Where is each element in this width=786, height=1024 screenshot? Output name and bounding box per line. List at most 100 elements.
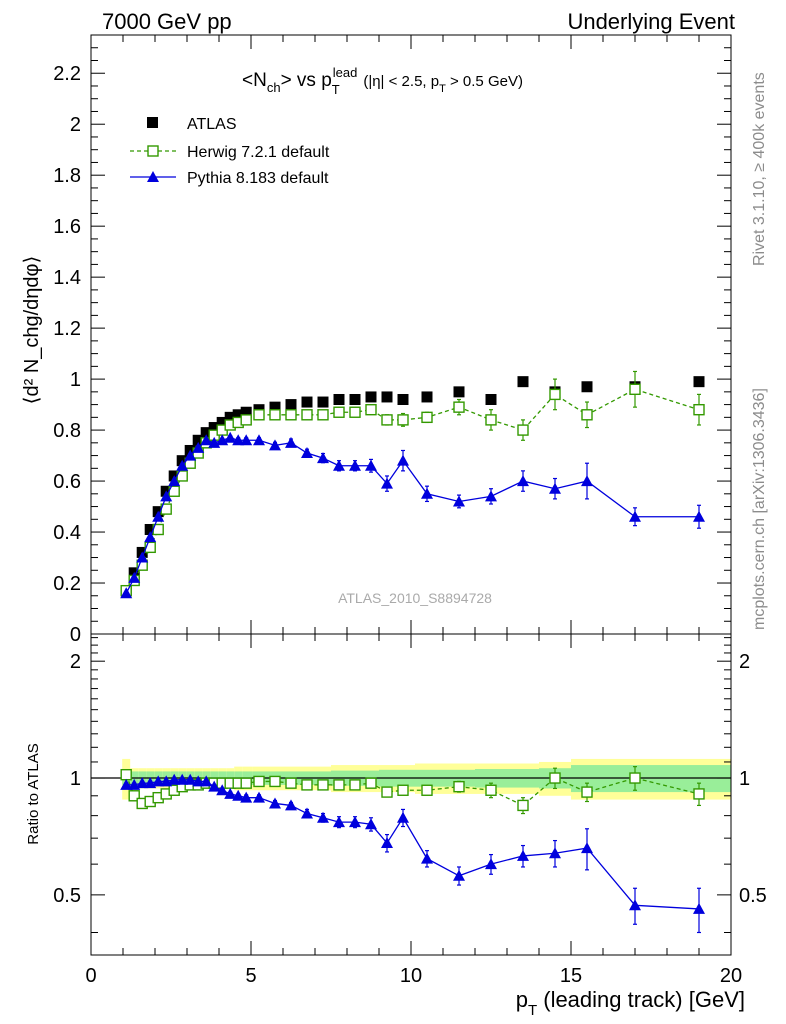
- pythia-point: [693, 510, 705, 522]
- main-y-tick-label: 0.8: [53, 420, 81, 442]
- pythia-ratio-point: [216, 784, 229, 796]
- main-y-tick-label: 0.4: [53, 522, 81, 544]
- herwig-point: [253, 409, 265, 421]
- pythia-point: [397, 454, 409, 466]
- pythia-ratio-point: [581, 842, 593, 854]
- atlas-data-point: [317, 396, 329, 408]
- atlas-data-point: [397, 393, 409, 405]
- pythia-ratio-point: [397, 811, 409, 823]
- main-y-tick-label: 1.4: [53, 267, 81, 289]
- pythia-ratio-point: [549, 847, 561, 859]
- pythia-ratio-point: [136, 777, 149, 789]
- x-label-rest: (leading track) [GeV]: [537, 987, 745, 1012]
- herwig-ratio-point: [629, 772, 641, 784]
- pythia-point: [184, 449, 197, 461]
- atlas-data-point: [224, 411, 236, 423]
- ratio-y-tick-label-right: 1: [739, 768, 750, 790]
- atlas-data-point: [285, 399, 297, 411]
- pythia-point: [517, 475, 529, 487]
- herwig-ratio-point: [128, 790, 140, 802]
- main-y-tick-label: 1: [70, 369, 81, 391]
- pythia-ratio-point: [200, 775, 213, 787]
- pythia-ratio-point: [192, 775, 205, 787]
- pythia-point: [136, 551, 149, 563]
- atlas-data-point: [200, 427, 212, 439]
- herwig-line: [125, 388, 700, 592]
- atlas-data-point: [269, 401, 281, 413]
- title-mid-sub: T: [332, 82, 340, 97]
- pythia-point: [224, 431, 237, 443]
- atlas-data-point: [365, 391, 377, 403]
- atlas-data-point: [301, 396, 313, 408]
- analysis-watermark: ATLAS_2010_S8894728: [338, 590, 492, 606]
- herwig-ratio-point: [253, 775, 265, 788]
- herwig-ratio-point: [120, 768, 132, 781]
- pythia-point: [160, 490, 173, 502]
- pythia-point: [421, 487, 433, 499]
- pythia-ratio-point: [269, 797, 281, 809]
- herwig-point: [285, 409, 297, 421]
- pythia-ratio-line: [126, 779, 700, 910]
- legend: ATLAS Herwig 7.2.1 default Pythia 8.183 …: [130, 116, 330, 187]
- atlas-data-point: [453, 386, 465, 398]
- main-y-axis-label: ⟨d² N_chg/dηdφ⟩: [21, 256, 43, 405]
- herwig-point: [397, 414, 409, 426]
- legend-atlas-label: ATLAS: [187, 116, 237, 133]
- title-lhs: <N: [242, 70, 267, 91]
- pythia-ratio-point: [381, 837, 393, 849]
- pythia-point: [485, 490, 497, 502]
- legend-atlas-marker: [147, 117, 158, 128]
- atlas-data-point: [240, 406, 252, 418]
- herwig-point: [421, 411, 433, 424]
- main-plot-series: [120, 370, 705, 599]
- pythia-point: [128, 571, 141, 583]
- pythia-point: [549, 482, 561, 494]
- pythia-ratio-point: [629, 899, 641, 911]
- main-y-tick-label: 0.2: [53, 573, 81, 595]
- herwig-point: [381, 414, 393, 426]
- pythia-point: [200, 434, 213, 446]
- pythia-ratio-point: [301, 807, 313, 819]
- herwig-ratio-point: [269, 775, 281, 788]
- x-axis-label: pT (leading track) [GeV]: [516, 987, 745, 1019]
- herwig-point: [365, 403, 377, 416]
- herwig-point: [693, 403, 705, 416]
- herwig-point: [549, 388, 561, 401]
- x-label-p: p: [516, 987, 528, 1012]
- herwig-point: [485, 414, 497, 426]
- x-tick-label: 10: [400, 965, 422, 987]
- atlas-data-point: [581, 381, 593, 393]
- legend-pythia-label: Pythia 8.183 default: [187, 170, 329, 187]
- ratio-axis-ticks: 0.5 0.51 12 20 5 10 15 20: [53, 634, 767, 987]
- pythia-point: [269, 439, 281, 451]
- pythia-ratio-point: [485, 858, 497, 870]
- pythia-ratio-point: [152, 775, 165, 787]
- herwig-ratio-point: [517, 799, 529, 812]
- main-y-tick-label: 1.8: [53, 165, 81, 187]
- pythia-point: [285, 436, 297, 448]
- herwig-point: [333, 406, 345, 418]
- ratio-y-tick-label-left: 1: [70, 768, 81, 790]
- ratio-plot-series: [120, 766, 705, 934]
- pythia-ratio-point: [168, 773, 181, 785]
- pythia-ratio-point: [240, 791, 253, 803]
- pythia-ratio-point: [285, 799, 297, 811]
- x-tick-label: 5: [245, 965, 256, 987]
- herwig-point: [581, 409, 593, 421]
- x-label-sub: T: [528, 1002, 537, 1019]
- header-process: Underlying Event: [567, 9, 735, 34]
- legend-herwig-label: Herwig 7.2.1 default: [187, 144, 330, 161]
- pythia-point: [168, 475, 181, 487]
- herwig-ratio-point: [240, 777, 252, 789]
- herwig-ratio-point: [317, 779, 329, 791]
- pythia-point: [349, 459, 361, 471]
- pythia-point: [152, 510, 165, 522]
- pythia-ratio-point: [224, 787, 237, 799]
- pythia-point: [192, 441, 205, 453]
- pythia-point: [301, 447, 313, 459]
- pythia-point: [365, 459, 377, 471]
- ratio-y-tick-label-right: 0.5: [739, 885, 767, 907]
- pythia-line: [125, 437, 699, 594]
- ratio-y-tick-label-left: 2: [70, 651, 81, 673]
